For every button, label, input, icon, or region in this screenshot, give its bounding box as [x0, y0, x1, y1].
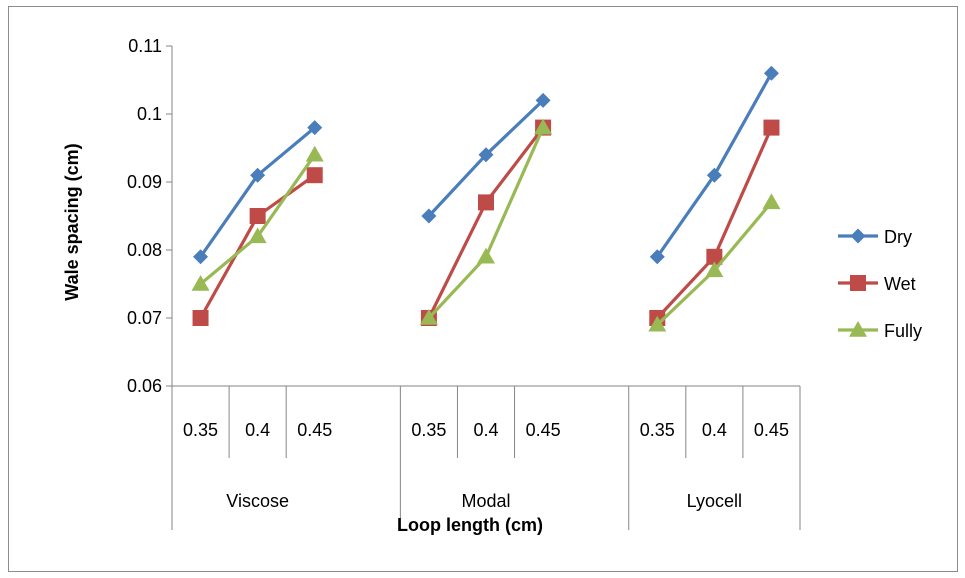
series-line-wet [199, 173, 316, 319]
x-category-label: 0.4 [245, 420, 270, 440]
legend-label-dry: Dry [884, 227, 912, 247]
y-tick-label: 0.06 [127, 376, 162, 396]
x-category-label: 0.35 [640, 420, 675, 440]
x-category-label: 0.45 [297, 420, 332, 440]
x-category-label: 0.35 [183, 420, 218, 440]
y-tick-label: 0.1 [137, 104, 162, 124]
y-axis-title: Wale spacing (cm) [62, 143, 82, 300]
y-tick-label: 0.09 [127, 172, 162, 192]
data-point-wet [306, 167, 323, 184]
data-point-wet [706, 248, 723, 265]
y-tick-label: 0.08 [127, 240, 162, 260]
data-point-wet [478, 194, 494, 211]
y-tick-label: 0.11 [128, 36, 162, 56]
data-point-fully [248, 227, 267, 244]
legend: Dry Wet Fully [838, 227, 922, 341]
x-group-label: Lyocell [687, 491, 742, 511]
data-point-dry [478, 147, 494, 163]
data-point-dry [535, 92, 551, 108]
data-point-dry [307, 120, 323, 136]
legend-marker-dry [850, 228, 866, 244]
y-tick-label: 0.07 [127, 308, 162, 328]
data-point-fully [648, 315, 667, 332]
data-point-wet [763, 119, 780, 136]
data-point-dry [763, 65, 779, 81]
data-point-fully [705, 261, 724, 278]
data-point-fully [762, 193, 781, 210]
x-category-label: 0.4 [702, 420, 727, 440]
data-point-fully [534, 118, 553, 135]
axes: 0.06 0.07 0.08 0.09 0.1 0.11 0.35 0.4 0.45 Viscos… [127, 36, 801, 530]
x-axis-title: Loop length (cm) [397, 515, 543, 535]
data-point-dry [193, 249, 209, 265]
data-point-fully [419, 309, 438, 325]
data-point-fully [305, 145, 324, 162]
legend-marker-fully [849, 321, 867, 337]
x-category-label: 0.45 [754, 420, 789, 440]
data-point-fully [477, 247, 495, 264]
x-group-label: Modal [461, 491, 510, 511]
series-layer [191, 65, 781, 332]
legend-marker-wet [850, 275, 866, 291]
legend-label-fully: Fully [884, 321, 922, 341]
data-point-wet [192, 310, 209, 326]
data-point-fully [191, 275, 210, 291]
data-point-wet [249, 208, 266, 224]
data-point-dry [649, 249, 665, 265]
x-category-label: 0.4 [473, 420, 498, 440]
legend-label-wet: Wet [884, 274, 916, 294]
data-point-dry [250, 167, 266, 183]
data-point-dry [706, 167, 722, 183]
x-category-label: 0.35 [411, 420, 446, 440]
x-category-label: 0.45 [526, 420, 561, 440]
x-group-label: Viscose [226, 491, 289, 511]
data-point-dry [421, 208, 437, 224]
